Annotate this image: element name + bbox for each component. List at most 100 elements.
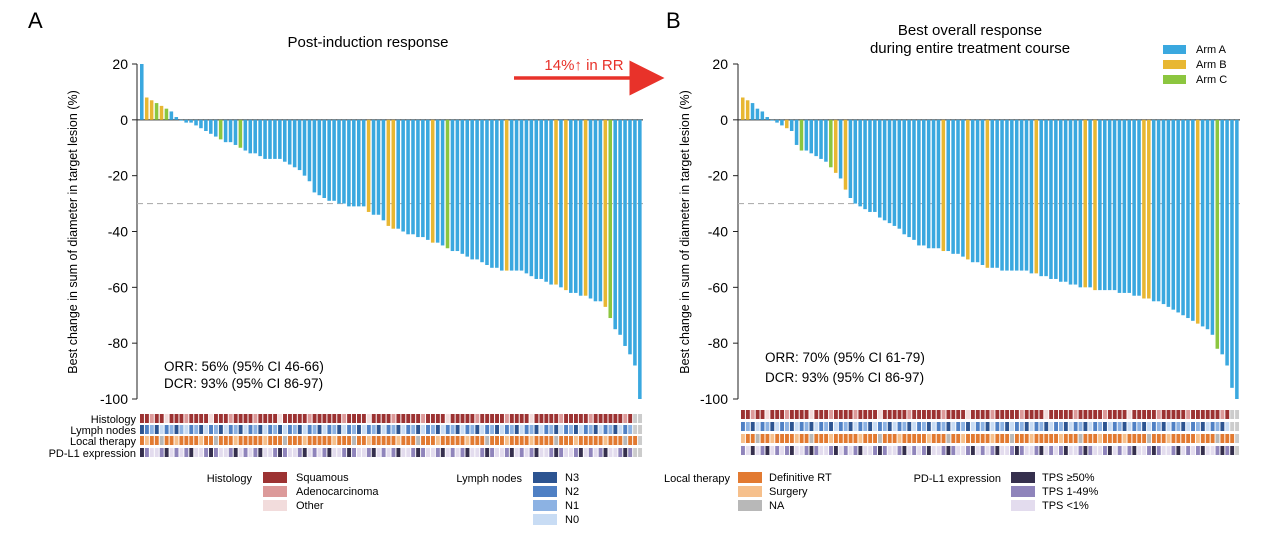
track-cell-histology: [391, 414, 396, 423]
track-cell-lymph: [1063, 422, 1068, 431]
track-cell-pdl1: [342, 448, 347, 457]
track-cell-pdl1: [1117, 446, 1122, 455]
track-cell-histology: [1093, 410, 1098, 419]
track-cell-local: [833, 434, 838, 443]
bar: [1103, 119, 1107, 291]
track-cell-local: [465, 436, 470, 445]
bar: [588, 119, 593, 299]
bar: [745, 100, 750, 120]
track-cell-lymph: [440, 425, 445, 434]
bar: [638, 119, 642, 399]
track-cell-pdl1: [490, 448, 495, 457]
track-cell-local: [1186, 434, 1191, 443]
bar: [843, 119, 848, 190]
track-cell-local: [628, 436, 633, 445]
track-cell-histology: [312, 414, 317, 423]
track-cell-pdl1: [381, 448, 386, 457]
track-cell-lymph: [317, 425, 322, 434]
bar: [307, 119, 312, 182]
track-cell-pdl1: [1151, 446, 1156, 455]
bar: [504, 119, 509, 271]
track-cell-lymph: [853, 422, 858, 431]
track-cell-pdl1: [278, 448, 283, 457]
track-cell-local: [1073, 434, 1078, 443]
track-cell-histology: [421, 414, 426, 423]
track-cell-histology: [440, 414, 445, 423]
bar: [273, 119, 277, 159]
track-cell-pdl1: [554, 448, 559, 457]
track-cell-pdl1: [460, 448, 465, 457]
track-cell-histology: [799, 410, 804, 419]
track-cell-lymph: [490, 425, 495, 434]
track-cell-pdl1: [628, 448, 633, 457]
legend-label-other: Other: [296, 500, 324, 512]
track-cell-pdl1: [174, 448, 179, 457]
track-cell-local: [1049, 434, 1054, 443]
track-cell-local: [897, 434, 902, 443]
track-cell-pdl1: [1005, 446, 1010, 455]
track-cell-histology: [985, 410, 990, 419]
track-cell-lymph: [922, 422, 926, 431]
bar: [951, 119, 955, 254]
track-cell-pdl1: [199, 448, 204, 457]
track-cell-lymph: [931, 422, 936, 431]
bar: [573, 119, 578, 293]
track-cell-histology: [376, 414, 381, 423]
track-cell-histology: [1024, 410, 1029, 419]
track-cell-histology: [149, 414, 154, 423]
bar: [1176, 119, 1180, 313]
track-cell-pdl1: [376, 448, 381, 457]
track-cell-pdl1: [583, 448, 588, 457]
track-cell-lymph: [750, 422, 755, 431]
track-cell-local: [287, 436, 292, 445]
track-cell-local: [990, 434, 995, 443]
track-cell-local: [352, 436, 356, 445]
track-cell-lymph: [873, 422, 877, 431]
track-cell-histology: [868, 410, 873, 419]
track-cell-pdl1: [391, 448, 396, 457]
track-cell-histology: [990, 410, 995, 419]
track-cell-local: [1034, 434, 1039, 443]
track-cell-lymph: [1014, 422, 1019, 431]
track-cell-local: [1088, 434, 1093, 443]
track-cell-lymph: [1225, 422, 1230, 431]
pdl1-legend-title: PD-L1 expression: [914, 473, 1001, 485]
track-cell-pdl1: [430, 448, 435, 457]
track-cell-histology: [1166, 410, 1171, 419]
bar: [253, 119, 257, 154]
track-cell-lymph: [578, 425, 583, 434]
bar: [480, 119, 484, 263]
track-cell-lymph: [1088, 422, 1093, 431]
track-cell-local: [376, 436, 381, 445]
legend-swatch-n3: [533, 472, 557, 483]
track-cell-lymph: [174, 425, 179, 434]
track-cell-histology: [302, 414, 307, 423]
track-cell-histology: [1112, 410, 1117, 419]
bar: [228, 119, 233, 143]
bar: [396, 119, 400, 229]
bar: [322, 119, 327, 198]
bar: [386, 119, 391, 226]
track-cell-pdl1: [882, 446, 887, 455]
track-cell-local: [297, 436, 302, 445]
bar: [853, 119, 858, 204]
track-cell-pdl1: [1103, 446, 1107, 455]
bar: [1215, 119, 1220, 349]
track-cell-histology: [907, 410, 912, 419]
track-cell-pdl1: [770, 446, 775, 455]
track-cell-pdl1: [780, 446, 785, 455]
track-cell-pdl1: [819, 446, 824, 455]
track-cell-pdl1: [416, 448, 421, 457]
track-cell-pdl1: [593, 448, 598, 457]
track-cell-local: [218, 436, 223, 445]
track-cell-histology: [287, 414, 292, 423]
track-cell-histology: [853, 410, 858, 419]
bar: [430, 119, 435, 243]
bar: [292, 119, 297, 168]
track-cell-histology: [356, 414, 361, 423]
track-cell-local: [789, 434, 794, 443]
bar: [485, 119, 489, 265]
track-cell-pdl1: [218, 448, 223, 457]
bar: [514, 119, 519, 271]
track-cell-pdl1: [1122, 446, 1127, 455]
